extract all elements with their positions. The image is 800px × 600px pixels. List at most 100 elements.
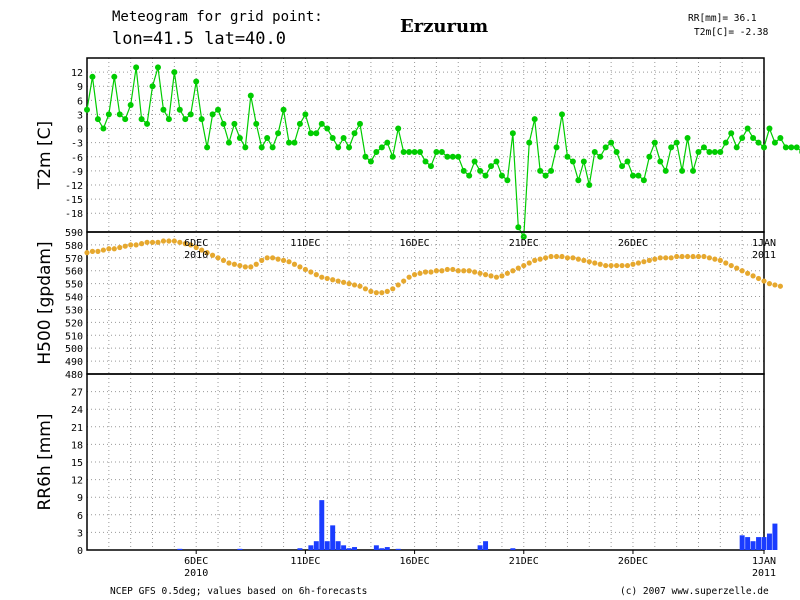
t2m-point [165,116,172,123]
t2m-point [367,158,374,165]
h500-point [635,260,642,266]
h500-point [100,247,106,253]
h500-point [575,256,581,262]
x-tick-year: 2011 [752,568,776,579]
t2m-point [553,144,560,151]
panels: 12 9 6 3 0 -3 -6 -9 -12 -15 -18 T2m [C] 590 580 570 560… [35,57,800,579]
h500-point [608,262,614,269]
h500-point [613,262,620,269]
h500-point [433,268,440,274]
h500-point [663,255,669,261]
h500-point [766,281,773,287]
t2m-point [602,144,609,151]
h500-point [373,290,379,296]
t2m-point [236,134,243,141]
t2m-point [225,139,232,146]
h500-point [559,253,565,260]
h500-point [220,257,227,263]
h500-point [155,239,161,245]
h500-point [106,246,112,252]
rr-bar [750,541,756,550]
h500-point [592,260,598,266]
t2m-point [526,139,533,146]
y-tick-label: 0 [77,125,83,136]
h500-point [324,275,330,282]
t2m-point [264,134,271,141]
y-tick-label: 560 [65,267,83,278]
footer-source: NCEP GFS 0.5deg; values based on 6h-fore… [110,586,367,597]
t2m-point [258,144,265,151]
t2m-point [591,149,598,156]
h500-point [510,268,516,274]
h500-point [160,238,167,244]
t2m-point [220,120,227,127]
h500-point [586,259,592,265]
h500-point [695,253,702,260]
t2m-point [362,153,369,160]
rr-bar [756,537,762,550]
y-tick-label: 590 [65,228,83,239]
h500-point [128,242,134,248]
y-tick-label: 6 [77,511,83,522]
h500-point [259,257,265,263]
h500-point [166,238,172,244]
t2m-point [84,106,90,113]
t2m-point [733,144,740,151]
rr-bar [766,533,772,550]
t2m-point [291,139,298,146]
h500-point [95,248,101,254]
h500-point [84,250,90,256]
header-line2: lon=41.5 lat=40.0 [112,29,286,49]
t2m-point [411,149,418,156]
h500-point [280,257,287,263]
t2m-point [651,139,658,146]
t2m-point [646,153,653,160]
t2m-point [509,130,516,137]
t2m-point [111,73,118,80]
rr-bar [745,537,751,550]
h500-point [493,274,500,280]
x-tick-year: 2010 [184,250,208,261]
rr-bar [313,541,319,550]
t2m-point [127,102,134,109]
h500-point [444,266,450,273]
t2m-point [122,116,129,123]
t2m-point [231,120,238,127]
h500-point [362,286,369,292]
t2m-point [209,111,216,118]
panel-1: 12 9 6 3 0 -3 -6 -9 -12 -15 -18 T2m [C] [35,57,800,240]
h500-point [215,255,221,261]
t2m-point [717,149,724,156]
h500-point [466,268,472,274]
h500-point [701,253,707,260]
y-tick-label: 21 [71,423,83,434]
y-tick-label: -9 [71,167,83,178]
h500-point [313,272,319,278]
x-tick-year: 2010 [184,568,208,579]
y-tick-label: -18 [65,209,83,220]
t2m-point [684,134,691,141]
h500-point [679,253,685,260]
rr-bar [341,545,347,550]
t2m-point [154,64,161,71]
y-tick-label: 18 [71,440,83,451]
y-tick-label: 9 [77,493,83,504]
t2m-point [722,139,729,146]
t2m-point [324,125,331,132]
h500-point [297,264,303,270]
header-line1: Meteogram for grid point: [112,9,323,25]
t2m-point [133,64,140,71]
y-tick-label: 12 [71,68,83,79]
h500-point [89,248,96,254]
t2m-point [580,158,587,165]
t2m-point [761,144,767,151]
y-axis-label: H500 [gpdam] [35,241,55,364]
h500-point [319,274,325,280]
t2m-point [100,125,107,132]
t2m-point [280,106,287,113]
t2m-point [477,167,484,174]
x-tick-year: 2011 [752,250,776,261]
t2m-point [275,130,282,137]
t2m-point [215,106,222,113]
